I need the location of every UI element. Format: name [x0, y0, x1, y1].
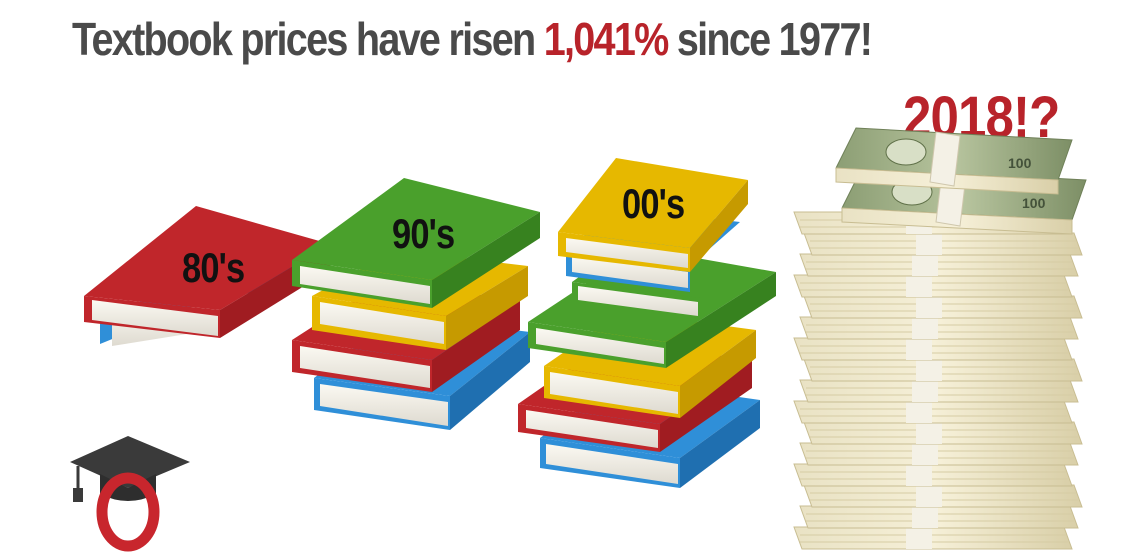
bill-bundle [799, 316, 1079, 340]
title-highlight: 1,041% [543, 13, 670, 65]
bill-bundle [793, 400, 1073, 424]
svg-text:100: 100 [1022, 195, 1046, 211]
bill-bundle [803, 484, 1083, 508]
stack-label-90s: 90's [392, 211, 454, 258]
stack-label-00s: 00's [622, 181, 684, 228]
title-prefix: Textbook prices have risen [72, 13, 544, 65]
bill-bundle [799, 253, 1079, 277]
bill-bundle [803, 421, 1083, 445]
bill-bundle [799, 379, 1079, 403]
bill-bundle [803, 358, 1083, 382]
bill-bundle [793, 463, 1073, 487]
book-stack-80s: 80's [84, 206, 330, 346]
bill-bundle [793, 337, 1073, 361]
book-yellow-2 [558, 158, 748, 272]
bill-bundle [803, 295, 1083, 319]
bill-bundle [799, 442, 1079, 466]
book-green [292, 178, 540, 308]
bill-bundle [793, 526, 1073, 550]
stack-label-80s: 80's [182, 245, 244, 292]
bill-bundle [793, 274, 1073, 298]
page-title: Textbook prices have risen 1,041% since … [72, 12, 873, 66]
book-stack-00s: 00's [518, 158, 776, 488]
svg-text:100: 100 [1008, 155, 1032, 171]
cash-stack-icon: 100 100 [793, 127, 1087, 550]
graduation-cap-icon [70, 436, 190, 502]
logo-letter-o [96, 472, 160, 552]
title-suffix: since 1977! [667, 13, 873, 65]
top-bill-bundle: 100 [835, 127, 1073, 195]
bill-bundle [803, 232, 1083, 256]
bill-bundle [799, 505, 1079, 529]
book-stack-90s: 90's [292, 178, 540, 430]
